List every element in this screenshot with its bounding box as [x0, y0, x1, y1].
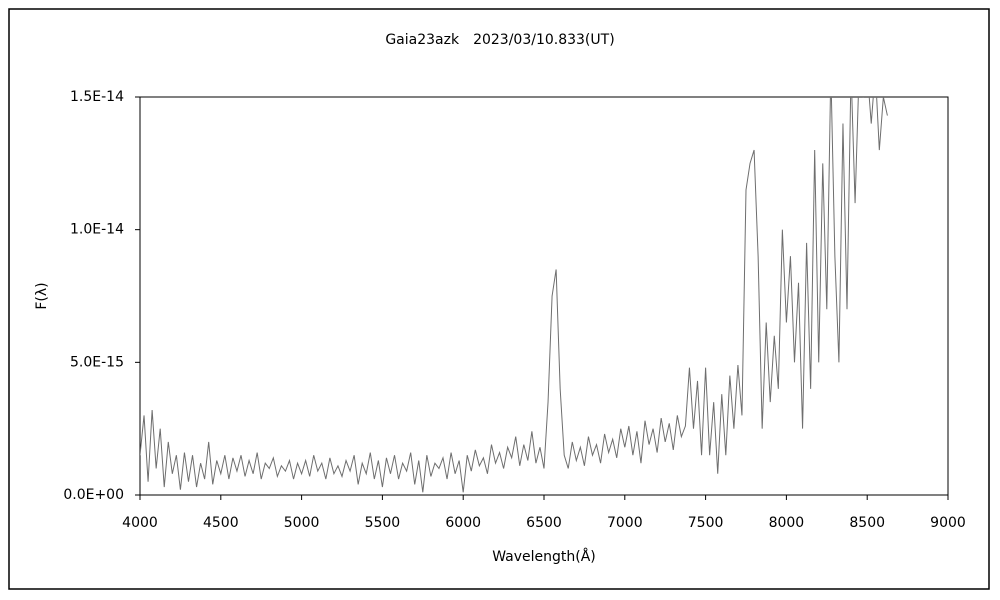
y-tick-label: 0.0E+00 [63, 487, 124, 503]
chart-title: Gaia23azk 2023/03/10.833(UT) [385, 32, 614, 48]
x-tick-label: 8000 [769, 515, 805, 531]
spectrum-line [140, 97, 888, 493]
x-tick-label: 4000 [122, 515, 158, 531]
y-tick-label: 1.0E-14 [70, 222, 124, 238]
x-tick-label: 7000 [607, 515, 643, 531]
x-tick-label: 6000 [445, 515, 481, 531]
x-tick-label: 4500 [203, 515, 239, 531]
y-tick-label: 1.5E-14 [70, 89, 124, 105]
x-tick-label: 5500 [365, 515, 401, 531]
x-tick-label: 9000 [930, 515, 966, 531]
x-tick-label: 5000 [284, 515, 320, 531]
x-tick-label: 6500 [526, 515, 562, 531]
y-axis-label: F(λ) [34, 282, 50, 309]
frame [8, 8, 990, 590]
x-tick-label: 7500 [688, 515, 724, 531]
x-tick-label: 8500 [849, 515, 885, 531]
x-axis-label: Wavelength(Å) [492, 548, 596, 565]
y-tick-label: 5.0E-15 [70, 354, 124, 370]
